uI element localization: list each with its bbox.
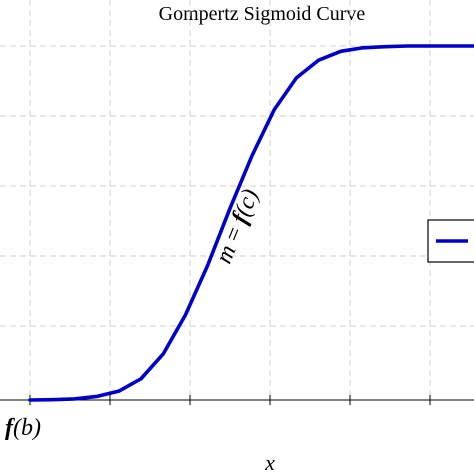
x-tick-label-fb: f(b) (5, 415, 41, 441)
svg-text:m = f(c): m = f(c) (211, 186, 264, 268)
legend (427, 219, 474, 263)
x-tick-label-arg: (b) (13, 415, 41, 441)
chart-title: Gompertz Sigmoid Curve (159, 3, 366, 25)
annotation: m = f(c) (211, 186, 264, 268)
x-tick-label-f: f (5, 415, 15, 441)
series-curve (28, 44, 474, 402)
x-axis-label: x (264, 450, 275, 474)
x-ticks (29, 395, 431, 405)
